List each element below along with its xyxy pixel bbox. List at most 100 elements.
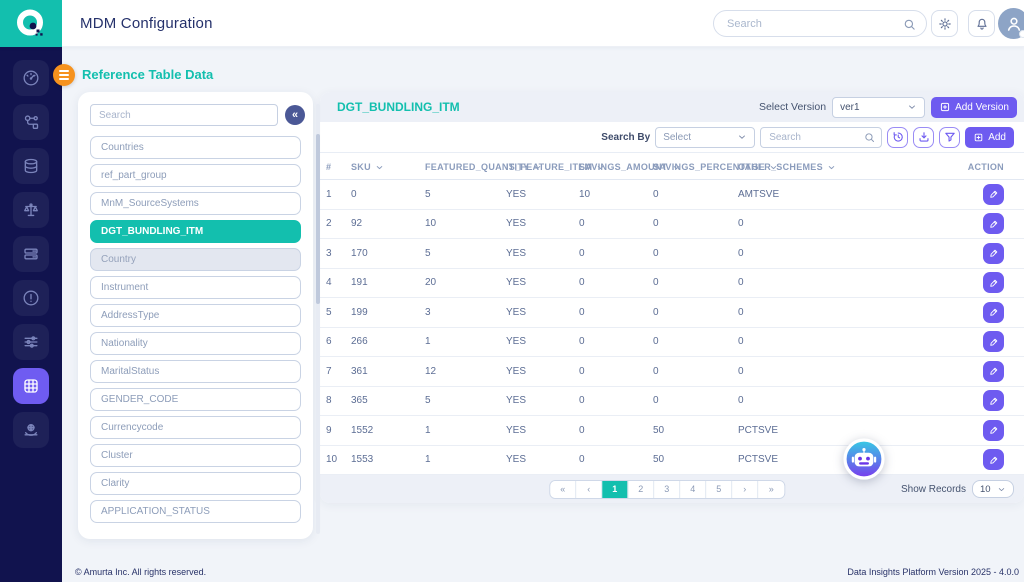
sidebar-item-sliders[interactable] (13, 324, 49, 360)
column-header[interactable]: SAVINGS_PERCENTAGE (653, 153, 777, 181)
table-search-input[interactable] (760, 126, 883, 148)
table-cell: 1 (425, 424, 431, 436)
table-cell: YES (506, 424, 527, 436)
pagination-next[interactable]: › (732, 480, 759, 498)
table-cell: YES (506, 306, 527, 318)
select-version-label: Select Version (758, 101, 827, 113)
edit-row-button[interactable] (983, 272, 1004, 294)
edit-row-button[interactable] (983, 390, 1004, 412)
table-cell: 10 (326, 454, 338, 466)
reference-table-item-label: Instrument (101, 282, 149, 293)
reference-table-item-label: Cluster (101, 450, 133, 461)
global-search-input[interactable] (714, 11, 926, 36)
pagination-page-1[interactable]: 1 (602, 480, 629, 498)
add-version-button[interactable]: Add Version (931, 96, 1017, 118)
table-cell: PCTSVE (738, 424, 779, 436)
pencil-icon (988, 218, 1000, 230)
table-cell: 10 (425, 218, 437, 230)
sidebar-item-database[interactable] (13, 148, 49, 184)
reference-table-item[interactable]: GENDER_CODE (90, 388, 301, 411)
table-cell: 0 (738, 277, 744, 289)
app-logo[interactable] (0, 0, 62, 47)
table-cell: 1 (425, 336, 431, 348)
column-header[interactable]: SKU (351, 153, 425, 181)
panel-collapse-button[interactable]: « (285, 105, 305, 125)
pagination-first[interactable]: « (550, 480, 577, 498)
sidebar-item-server[interactable] (13, 236, 49, 272)
reference-table-item-label: AddressType (101, 310, 160, 321)
sidebar-item-gauge[interactable] (13, 60, 49, 96)
column-header[interactable]: OTHER_SCHEMES (738, 153, 960, 181)
sidebar-item-grid[interactable] (13, 368, 49, 404)
scales-icon (21, 200, 41, 220)
table-row: 4 191 20 YES 0 0 0 (320, 269, 1024, 298)
table-cell-action (960, 449, 1004, 471)
reference-table-item[interactable]: Countries (90, 136, 301, 159)
sidebar-item-hand-globe[interactable] (13, 412, 49, 448)
column-header-label: SAVINGS_AMOUNT (579, 162, 668, 172)
pagination-prev[interactable]: ‹ (576, 480, 603, 498)
alert-icon (21, 288, 41, 308)
history-button[interactable] (887, 126, 909, 148)
edit-row-button[interactable] (983, 331, 1004, 353)
panel-scrollbar-thumb[interactable] (316, 134, 320, 304)
reference-table-item[interactable]: DGT_BUNDLING_ITM (90, 220, 301, 243)
column-header[interactable]: IS_FEATURE_ITEM (506, 153, 604, 181)
pagination-last[interactable]: » (758, 480, 785, 498)
version-select[interactable]: ver1 (832, 96, 926, 118)
column-header[interactable]: FEATURED_QUANTITY (425, 153, 541, 181)
reference-table-item[interactable]: MaritalStatus (90, 360, 301, 383)
edit-row-button[interactable] (983, 242, 1004, 264)
table-cell: 365 (351, 395, 368, 407)
table-cell: 3 (425, 306, 431, 318)
panel-menu-button[interactable] (53, 64, 75, 86)
table-cell: 0 (738, 336, 744, 348)
settings-button[interactable] (931, 10, 958, 37)
reference-table-item[interactable]: Clarity (90, 472, 301, 495)
edit-row-button[interactable] (983, 449, 1004, 471)
download-button[interactable] (913, 126, 935, 148)
table-cell: 6 (326, 336, 332, 348)
notifications-button[interactable] (968, 10, 995, 37)
edit-row-button[interactable] (983, 360, 1004, 382)
add-record-button[interactable]: Add (965, 126, 1014, 148)
table-cell: 0 (653, 365, 659, 377)
sidebar-item-scales[interactable] (13, 192, 49, 228)
pagination-page-5[interactable]: 5 (706, 480, 733, 498)
reference-table-item[interactable]: APPLICATION_STATUS (90, 500, 301, 523)
sort-chevron-icon (375, 163, 384, 172)
pagination-page-3[interactable]: 3 (654, 480, 681, 498)
column-header[interactable]: SAVINGS_AMOUNT (579, 153, 679, 181)
reference-table-item[interactable]: Country (90, 248, 301, 271)
table-cell: 0 (653, 247, 659, 259)
reference-table-item[interactable]: MnM_SourceSystems (90, 192, 301, 215)
user-avatar[interactable] (998, 8, 1024, 39)
bell-icon (974, 16, 990, 32)
table-cell: YES (506, 277, 527, 289)
reference-table-item[interactable]: Cluster (90, 444, 301, 467)
chevron-down-icon (907, 102, 917, 112)
table-search (760, 126, 883, 148)
filter-button[interactable] (939, 126, 961, 148)
show-records-select[interactable]: 10 (972, 480, 1014, 498)
pagination-page-2[interactable]: 2 (628, 480, 655, 498)
sort-chevron-icon (827, 163, 836, 172)
reference-table-item[interactable]: Instrument (90, 276, 301, 299)
edit-row-button[interactable] (983, 419, 1004, 441)
panel-scrollbar-track (316, 104, 320, 534)
reference-search-input[interactable] (90, 104, 278, 126)
edit-row-button[interactable] (983, 301, 1004, 323)
chatbot-button[interactable] (842, 437, 886, 481)
reference-table-item[interactable]: ref_part_group (90, 164, 301, 187)
pagination-page-4[interactable]: 4 (680, 480, 707, 498)
reference-table-item[interactable]: Nationality (90, 332, 301, 355)
edit-row-button[interactable] (983, 213, 1004, 235)
sidebar-item-alert[interactable] (13, 280, 49, 316)
reference-table-item[interactable]: AddressType (90, 304, 301, 327)
reference-table-item-label: Clarity (101, 478, 130, 489)
sidebar-item-flow[interactable] (13, 104, 49, 140)
edit-row-button[interactable] (983, 183, 1004, 205)
reference-table-panel: « Countries ref_part_group MnM_SourceSyste… (78, 92, 313, 539)
search-by-select[interactable]: Select (655, 126, 756, 148)
reference-table-item[interactable]: Currencycode (90, 416, 301, 439)
